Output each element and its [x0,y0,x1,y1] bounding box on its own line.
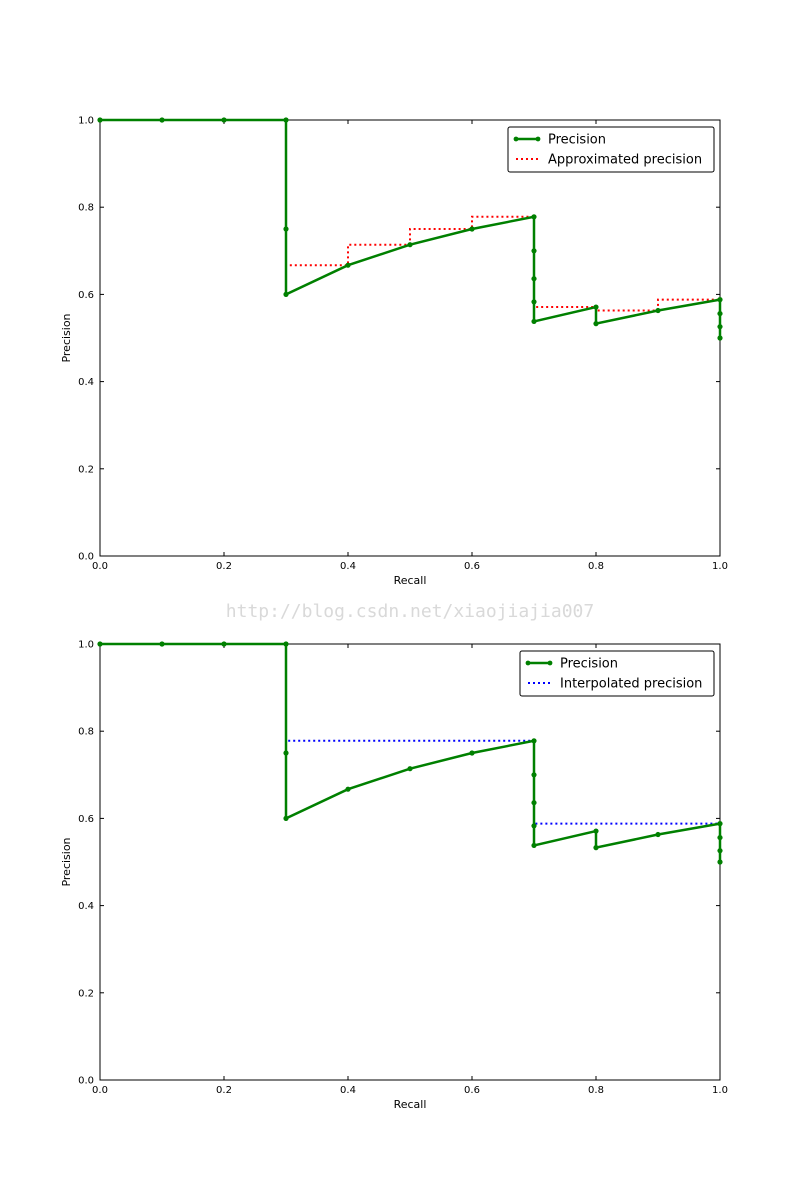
data-point [469,750,475,756]
data-point [717,335,723,341]
data-point [717,834,723,841]
x-axis-label: Recall [394,1098,427,1111]
data-point [283,117,289,123]
y-tick-label: 0.2 [78,988,94,999]
watermark-text: http://blog.csdn.net/xiaojiajia007 [226,601,594,622]
data-point [283,291,289,297]
legend-marker [513,136,519,142]
y-tick-label: 0.4 [78,901,94,912]
y-tick-label: 0.8 [78,727,94,738]
data-point [531,299,537,305]
y-tick-label: 1.0 [78,640,94,651]
data-point [221,641,227,647]
y-tick-label: 0.0 [78,552,94,563]
legend-label: Interpolated precision [560,677,702,692]
x-tick-label: 0.6 [464,561,480,572]
y-tick-label: 0.2 [78,464,94,475]
data-point [717,310,723,317]
data-point [717,324,723,330]
y-tick-label: 0.4 [78,377,94,388]
data-point [593,321,599,327]
data-point [97,641,103,647]
data-point [221,117,227,123]
data-point [593,828,599,834]
legend-marker [525,660,531,666]
data-point [345,262,351,268]
legend-box [519,650,715,697]
data-point [407,766,413,772]
x-tick-label: 0.0 [92,561,108,572]
data-point [283,641,289,647]
x-tick-label: 0.2 [216,1085,232,1096]
x-tick-label: 0.6 [464,1085,480,1096]
data-point [531,738,537,744]
y-tick-label: 0.0 [78,1076,94,1087]
legend-label: Approximated precision [548,153,702,168]
data-point [655,307,661,314]
data-point [531,823,537,829]
x-axis-label: Recall [394,574,427,587]
legend-box [507,126,715,173]
x-tick-label: 0.2 [216,561,232,572]
chart-interpolated-precision: 0.0 0.2 0.4 0.6 0.8 1.0 0.0 0.2 0.4 0.6 0.8 1.0 Reca… [60,640,728,1112]
y-tick-label: 0.8 [78,203,94,214]
data-point [345,786,351,792]
legend-marker [547,660,553,666]
legend: Precision Interpolated precision [519,650,715,697]
chart-approximated-precision: 0.0 0.2 0.4 0.6 0.8 1.0 0.0 0.2 0.4 0.6 0.8 1.0 Reca… [60,116,728,588]
y-axis-label: Precision [60,313,73,362]
data-point [283,750,289,756]
x-tick-label: 0.0 [92,1085,108,1096]
data-point [407,242,413,248]
data-point [531,800,537,806]
legend: Precision Approximated precision [507,126,715,173]
y-axis-label: Precision [60,837,73,886]
data-point [531,214,537,220]
legend-marker [535,136,541,142]
data-point [469,226,475,232]
legend-label: Precision [548,133,606,148]
data-point [655,831,661,838]
data-point [531,318,537,325]
x-tick-label: 0.8 [588,1085,604,1096]
data-point [531,842,537,849]
x-tick-label: 0.4 [340,561,356,572]
y-tick-label: 0.6 [78,290,94,301]
data-point [593,845,599,851]
data-point [717,848,723,854]
x-tick-label: 0.8 [588,561,604,572]
data-point [283,226,289,232]
data-point [531,772,537,778]
y-tick-label: 1.0 [78,116,94,127]
data-point [159,641,165,647]
data-point [531,248,537,254]
data-point [531,276,537,282]
data-point [159,117,165,123]
data-point [97,117,103,123]
data-point [283,815,289,822]
legend-label: Precision [560,657,618,672]
x-tick-label: 0.4 [340,1085,356,1096]
data-point [717,859,723,865]
y-tick-label: 0.6 [78,814,94,825]
x-tick-label: 1.0 [712,561,728,572]
data-point [593,304,599,310]
data-point [717,821,723,827]
data-point [717,297,723,303]
x-tick-label: 1.0 [712,1085,728,1096]
